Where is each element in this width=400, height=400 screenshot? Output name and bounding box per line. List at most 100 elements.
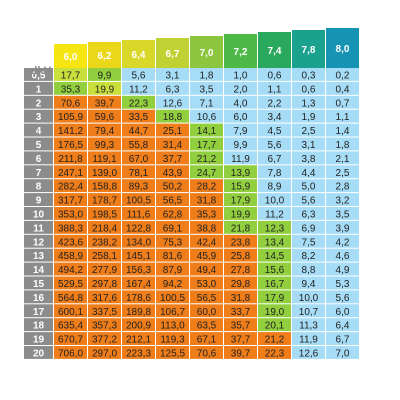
- cell-value: 105,9: [58, 112, 83, 123]
- row-header-label: 14: [33, 265, 45, 276]
- table-cell: [292, 276, 325, 290]
- table-cell: [156, 304, 189, 318]
- column-header-6-0: [54, 44, 87, 68]
- cell-value: 139,0: [92, 168, 117, 179]
- cell-value: 50,2: [163, 182, 183, 193]
- table-cell: [258, 81, 291, 95]
- table-cell: [190, 234, 223, 248]
- table-cell: [258, 207, 291, 220]
- table-cell: [88, 179, 121, 193]
- cell-value: 7,9: [234, 126, 248, 137]
- cell-value: 94,2: [163, 279, 183, 290]
- table-cell: [54, 346, 87, 359]
- cell-value: 11,2: [265, 209, 284, 220]
- cell-value: 2,0: [234, 84, 248, 95]
- cell-value: 31,8: [231, 293, 251, 304]
- cell-value: 6,3: [166, 84, 180, 95]
- table-cell: [258, 220, 291, 234]
- table-cell: [156, 109, 189, 123]
- table-cell: [156, 220, 189, 234]
- cell-value: 176,5: [58, 140, 83, 151]
- cell-value: 37,7: [231, 335, 251, 346]
- cell-value: 4,5: [268, 126, 282, 137]
- table-cell: [54, 290, 87, 304]
- table-cell: [156, 137, 189, 151]
- table-cell: [122, 123, 155, 137]
- table-cell: [156, 276, 189, 290]
- table-cell: [326, 234, 359, 248]
- row-header-label: 6: [36, 154, 42, 165]
- table-cell: [54, 318, 87, 332]
- table-cell: [156, 234, 189, 248]
- cell-value: 5,0: [302, 182, 316, 193]
- cell-value: 0,4: [336, 84, 350, 95]
- table-cell: [122, 95, 155, 109]
- table-cell: [326, 207, 359, 220]
- table-cell: [224, 137, 257, 151]
- cell-value: 156,3: [126, 265, 151, 276]
- table-cell: [258, 234, 291, 248]
- cell-value: 6,4: [336, 321, 350, 332]
- table-cell: [54, 193, 87, 206]
- table-cell: [292, 248, 325, 262]
- table-cell: [88, 346, 121, 359]
- cell-value: 35,3: [197, 209, 217, 220]
- cell-value: 38,8: [197, 223, 217, 234]
- table-cell: [258, 109, 291, 123]
- table-cell: [54, 123, 87, 137]
- cell-value: 45,9: [197, 251, 217, 262]
- cell-value: 79,4: [95, 126, 115, 137]
- cell-value: 3,5: [336, 209, 350, 220]
- table-cell: [190, 220, 223, 234]
- cell-value: 0,3: [302, 70, 316, 81]
- cell-value: 62,8: [163, 209, 183, 220]
- cell-value: 6,7: [268, 154, 282, 165]
- table-cell: [156, 151, 189, 165]
- cell-value: 134,0: [126, 237, 151, 248]
- cell-value: 21,8: [231, 223, 251, 234]
- table-cell: [190, 81, 223, 95]
- table-cell: [292, 109, 325, 123]
- table-cell: [156, 290, 189, 304]
- table-cell: [326, 318, 359, 332]
- column-header-6-7: [156, 38, 189, 68]
- cell-value: 55,8: [129, 140, 149, 151]
- table-cell: [292, 137, 325, 151]
- cell-value: 21,2: [197, 154, 217, 165]
- cell-value: 5,6: [336, 293, 350, 304]
- cell-value: 78,1: [129, 168, 149, 179]
- cell-value: 4,0: [234, 98, 248, 109]
- cell-value: 2,1: [336, 154, 350, 165]
- row-header-17: [24, 304, 53, 318]
- table-cell: [122, 332, 155, 345]
- cell-value: 13,4: [265, 237, 285, 248]
- cell-value: 8,8: [302, 265, 316, 276]
- cell-value: 5,6: [132, 70, 146, 81]
- table-cell: [224, 207, 257, 220]
- cell-value: 67,1: [197, 335, 217, 346]
- cell-value: 670,7: [58, 335, 83, 346]
- table-cell: [88, 137, 121, 151]
- cell-value: 70,6: [197, 348, 217, 359]
- cell-value: 19,9: [95, 84, 115, 95]
- cell-value: 100,5: [160, 293, 185, 304]
- row-header-label: 17: [33, 307, 45, 318]
- row-header-label: 15: [33, 279, 45, 290]
- table-cell: [326, 68, 359, 81]
- table-cell: [88, 151, 121, 165]
- row-header-1: [24, 81, 53, 95]
- cell-value: 63,5: [197, 321, 217, 332]
- cell-value: 17,7: [61, 70, 81, 81]
- cell-value: 277,9: [92, 265, 117, 276]
- table-cell: [190, 165, 223, 179]
- cell-value: 178,6: [126, 293, 151, 304]
- table-cell: [54, 81, 87, 95]
- row-header-label: 20: [33, 348, 45, 359]
- row-header-label: 0,5: [32, 70, 46, 81]
- cell-value: 635,4: [58, 321, 83, 332]
- cell-value: 3,9: [336, 223, 350, 234]
- cell-value: 12,6: [299, 348, 319, 359]
- cell-value: 200,9: [126, 321, 151, 332]
- cell-value: 9,9: [98, 70, 112, 81]
- cell-value: 5,6: [302, 196, 316, 207]
